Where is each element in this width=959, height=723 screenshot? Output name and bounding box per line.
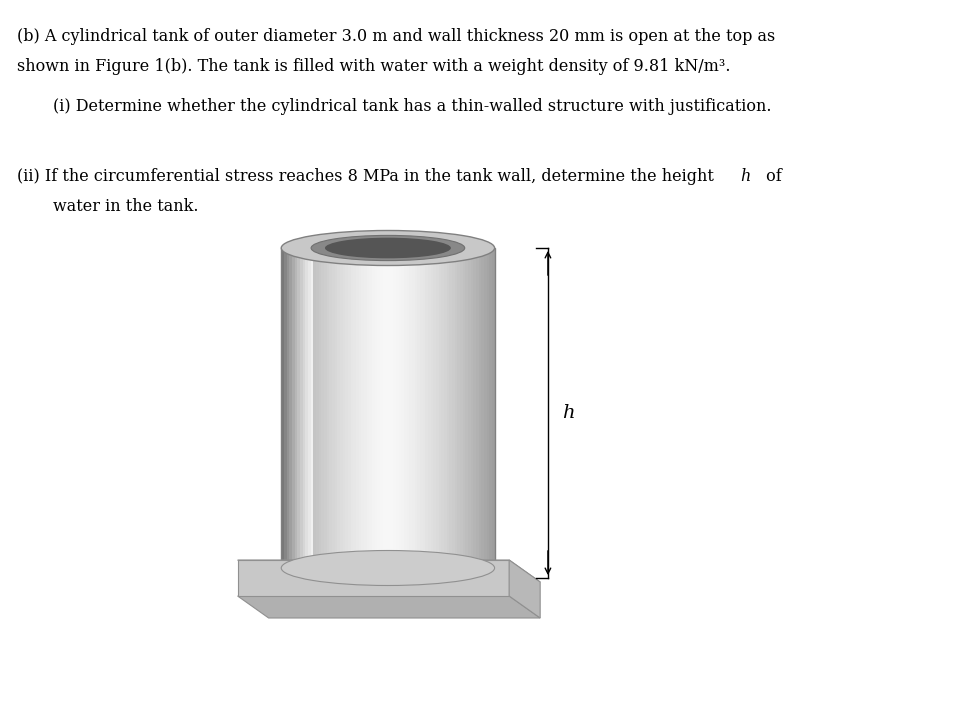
Bar bbox=[492, 248, 495, 568]
Text: of: of bbox=[761, 168, 782, 185]
Bar bbox=[362, 248, 363, 568]
Bar bbox=[321, 248, 324, 568]
Bar bbox=[380, 248, 383, 568]
Bar bbox=[324, 248, 327, 568]
Bar bbox=[294, 248, 297, 568]
Bar bbox=[290, 248, 292, 568]
Bar bbox=[348, 248, 351, 568]
Bar bbox=[359, 248, 362, 568]
Bar bbox=[369, 248, 372, 568]
Bar bbox=[393, 248, 396, 568]
Bar bbox=[329, 248, 332, 568]
Bar bbox=[481, 248, 484, 568]
Bar bbox=[412, 248, 414, 568]
Bar bbox=[417, 248, 420, 568]
Text: h: h bbox=[563, 404, 575, 422]
Bar bbox=[436, 248, 438, 568]
Bar bbox=[339, 248, 342, 568]
Bar bbox=[314, 248, 316, 568]
Bar bbox=[375, 248, 377, 568]
Bar bbox=[425, 248, 428, 568]
Bar bbox=[338, 248, 339, 568]
Bar bbox=[332, 248, 335, 568]
Bar bbox=[372, 248, 375, 568]
Bar bbox=[428, 248, 431, 568]
Bar bbox=[335, 248, 338, 568]
Bar bbox=[318, 248, 321, 568]
Ellipse shape bbox=[281, 550, 495, 586]
Bar bbox=[383, 248, 386, 568]
Bar bbox=[311, 248, 314, 568]
Bar bbox=[455, 248, 457, 568]
Polygon shape bbox=[238, 560, 540, 582]
Bar bbox=[489, 248, 492, 568]
Bar bbox=[476, 248, 479, 568]
Bar bbox=[386, 248, 387, 568]
Bar bbox=[465, 248, 468, 568]
Bar bbox=[441, 248, 444, 568]
Bar bbox=[305, 248, 308, 568]
Bar bbox=[468, 248, 471, 568]
Bar bbox=[351, 248, 353, 568]
Bar bbox=[287, 248, 290, 568]
Bar bbox=[404, 248, 407, 568]
Bar bbox=[390, 248, 393, 568]
Bar bbox=[281, 248, 284, 568]
Bar bbox=[300, 248, 303, 568]
Bar bbox=[396, 248, 399, 568]
Bar bbox=[308, 248, 311, 568]
Bar bbox=[377, 248, 380, 568]
Bar bbox=[438, 248, 441, 568]
Bar bbox=[363, 248, 366, 568]
Bar bbox=[447, 248, 449, 568]
Text: water in the tank.: water in the tank. bbox=[54, 198, 199, 215]
Bar bbox=[292, 248, 294, 568]
Bar bbox=[356, 248, 359, 568]
Bar bbox=[414, 248, 417, 568]
Bar bbox=[297, 248, 300, 568]
Bar bbox=[473, 248, 476, 568]
Bar bbox=[457, 248, 460, 568]
Bar bbox=[452, 248, 455, 568]
Bar bbox=[399, 248, 401, 568]
Bar bbox=[327, 248, 329, 568]
Bar bbox=[423, 248, 425, 568]
Polygon shape bbox=[509, 560, 540, 618]
Bar bbox=[345, 248, 348, 568]
Bar bbox=[449, 248, 452, 568]
Polygon shape bbox=[238, 596, 540, 618]
Text: (b) A cylindrical tank of outer diameter 3.0 m and wall thickness 20 mm is open : (b) A cylindrical tank of outer diameter… bbox=[17, 28, 776, 45]
Bar bbox=[433, 248, 436, 568]
Bar bbox=[471, 248, 473, 568]
Bar bbox=[284, 248, 287, 568]
Bar bbox=[353, 248, 356, 568]
Bar bbox=[387, 248, 390, 568]
Bar bbox=[486, 248, 489, 568]
Bar bbox=[479, 248, 481, 568]
Bar bbox=[316, 248, 318, 568]
Bar bbox=[460, 248, 462, 568]
Bar bbox=[342, 248, 345, 568]
Bar bbox=[407, 248, 409, 568]
Bar bbox=[462, 248, 465, 568]
Ellipse shape bbox=[281, 231, 495, 265]
Text: shown in Figure 1(b). The tank is filled with water with a weight density of 9.8: shown in Figure 1(b). The tank is filled… bbox=[17, 58, 731, 75]
Bar bbox=[420, 248, 423, 568]
Bar bbox=[401, 248, 404, 568]
Bar bbox=[303, 248, 305, 568]
Bar bbox=[431, 248, 433, 568]
Polygon shape bbox=[238, 560, 509, 596]
Bar bbox=[444, 248, 447, 568]
Ellipse shape bbox=[325, 238, 451, 258]
Text: h: h bbox=[740, 168, 751, 185]
Bar bbox=[409, 248, 412, 568]
Bar bbox=[281, 248, 495, 568]
Text: (ii) If the circumferential stress reaches 8 MPa in the tank wall, determine the: (ii) If the circumferential stress reach… bbox=[17, 168, 719, 185]
Ellipse shape bbox=[311, 236, 465, 260]
Bar bbox=[484, 248, 486, 568]
Bar bbox=[366, 248, 369, 568]
Text: (i) Determine whether the cylindrical tank has a thin-walled structure with just: (i) Determine whether the cylindrical ta… bbox=[54, 98, 772, 115]
